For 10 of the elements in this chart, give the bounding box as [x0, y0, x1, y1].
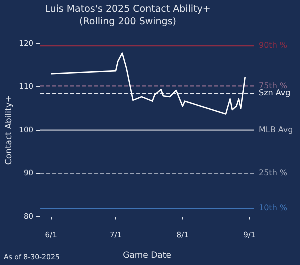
y-axis-title: Contact Ability+: [4, 96, 14, 166]
ref-line-label: 10th %: [259, 204, 288, 213]
ref-line-label: Szn Avg: [259, 88, 291, 98]
chart-subtitle: (Rolling 200 Swings): [80, 16, 176, 28]
ref-line-label: 75th %: [259, 81, 288, 90]
ref-line-label: 25th %: [259, 168, 288, 178]
ref-line-label: MLB Avg: [259, 125, 294, 134]
x-axis-title: Game Date: [123, 251, 172, 262]
chart-title: Luis Matos's 2025 Contact Ability+: [45, 4, 211, 16]
ref-line-label: 90th %: [259, 41, 288, 50]
